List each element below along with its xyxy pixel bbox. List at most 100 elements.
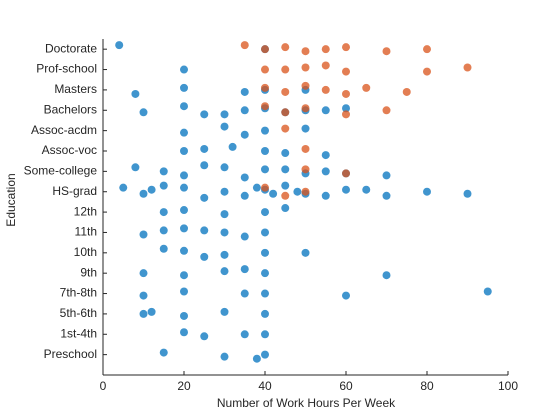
point — [342, 185, 350, 194]
point — [147, 307, 156, 316]
point — [463, 189, 472, 198]
point — [301, 248, 310, 257]
y-tick-label: 7th-8th — [60, 286, 97, 300]
x-tick-label: 0 — [100, 379, 107, 393]
point — [139, 189, 148, 198]
point — [200, 226, 209, 235]
point — [301, 81, 310, 90]
point — [261, 350, 269, 359]
point — [402, 87, 411, 96]
y-tick-label: Bachelors — [44, 102, 97, 116]
point — [382, 106, 391, 115]
y-tick-label: Assoc-voc — [42, 143, 97, 157]
point — [281, 43, 290, 52]
x-tick-label: 20 — [177, 379, 191, 393]
point — [180, 147, 188, 155]
y-tick-label: HS-grad — [52, 184, 97, 198]
points — [115, 41, 492, 363]
point — [200, 144, 209, 153]
point — [301, 165, 310, 174]
point — [180, 128, 188, 137]
point — [240, 191, 249, 200]
point — [159, 348, 168, 357]
point — [301, 124, 310, 133]
point — [321, 61, 330, 70]
point — [321, 167, 330, 176]
point — [220, 122, 229, 131]
point — [261, 289, 269, 298]
y-tick-label: 5th-6th — [60, 306, 97, 320]
point — [200, 161, 209, 170]
point — [301, 47, 310, 56]
point — [281, 181, 290, 190]
point — [483, 287, 492, 296]
point — [423, 187, 431, 196]
point — [252, 354, 261, 363]
point — [293, 187, 302, 196]
y-tick-label: Assoc-acdm — [31, 123, 97, 137]
point — [252, 183, 261, 192]
point — [261, 65, 269, 74]
point — [301, 63, 310, 72]
point — [228, 142, 237, 151]
point — [261, 248, 269, 257]
point — [240, 265, 249, 274]
point — [362, 185, 371, 194]
point — [159, 181, 168, 190]
y-tick-label: Masters — [54, 82, 97, 96]
point — [180, 246, 188, 255]
point — [281, 191, 290, 200]
point — [240, 87, 249, 96]
y-tick-label: 1st-4th — [60, 326, 97, 340]
point — [281, 149, 290, 158]
x-tick-label: 100 — [498, 379, 518, 393]
point — [147, 185, 156, 194]
point — [220, 250, 229, 259]
point — [159, 208, 168, 217]
point — [342, 291, 350, 300]
point — [180, 171, 188, 180]
point — [301, 187, 310, 196]
point — [180, 83, 188, 92]
x-tick-label: 40 — [258, 379, 272, 393]
point — [131, 163, 140, 172]
point — [281, 87, 290, 96]
y-tick-label: 10th — [74, 245, 97, 259]
point — [180, 206, 188, 215]
point — [159, 244, 168, 253]
point — [301, 104, 310, 113]
point — [220, 163, 229, 172]
point — [200, 110, 209, 119]
point — [261, 165, 269, 174]
point — [180, 328, 188, 337]
point — [159, 167, 168, 176]
point — [200, 252, 209, 261]
point — [180, 224, 188, 233]
point — [220, 187, 229, 196]
point — [115, 41, 124, 50]
point — [200, 332, 209, 341]
point — [240, 106, 249, 115]
point — [382, 47, 391, 56]
x-tick-label: 60 — [339, 379, 353, 393]
point — [220, 110, 229, 119]
point — [342, 89, 350, 98]
point — [362, 83, 371, 92]
point — [240, 232, 249, 241]
point — [139, 291, 148, 300]
point — [240, 41, 249, 50]
point — [119, 183, 128, 192]
point — [321, 45, 330, 54]
point — [220, 352, 229, 361]
point — [139, 269, 148, 278]
point — [180, 311, 188, 320]
point — [321, 85, 330, 94]
y-tick-label: Preschool — [44, 347, 97, 361]
point — [261, 102, 269, 111]
point — [342, 43, 350, 52]
y-axis-label: Education — [4, 173, 18, 226]
point — [261, 208, 269, 217]
point — [261, 228, 269, 237]
point — [342, 169, 350, 178]
point — [281, 124, 290, 133]
